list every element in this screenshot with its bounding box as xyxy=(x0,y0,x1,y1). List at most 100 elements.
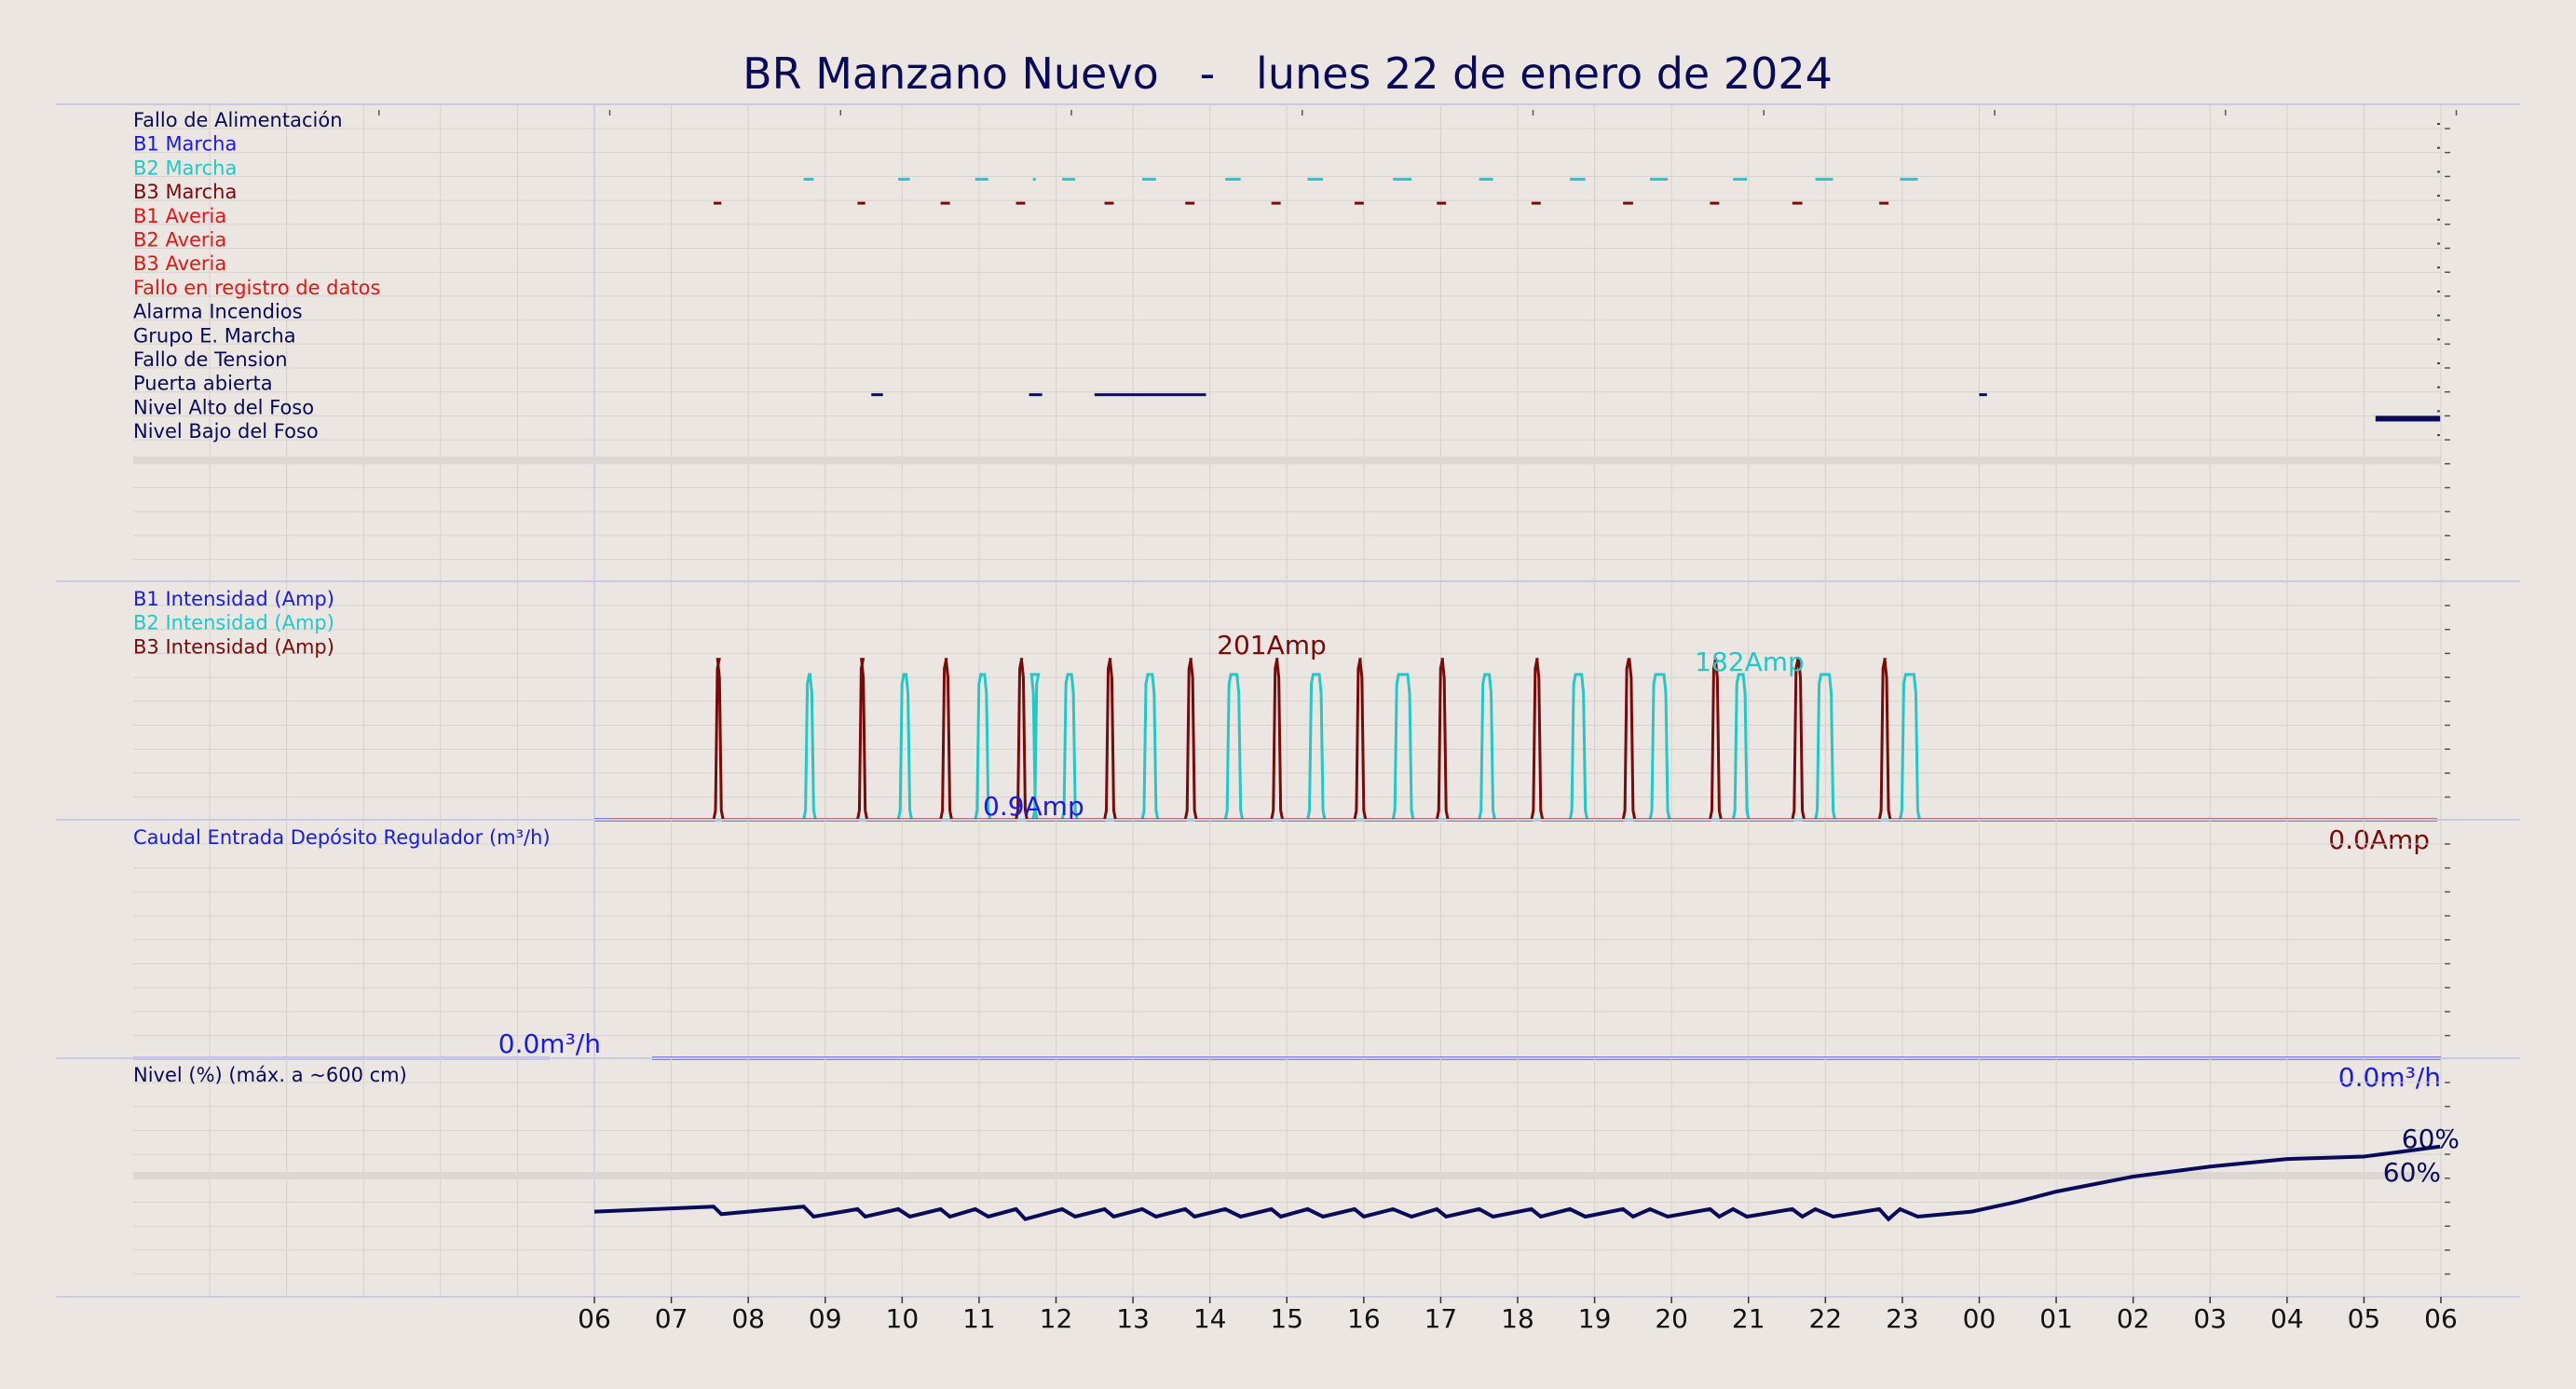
x-tick-label: 01 xyxy=(2039,1303,2073,1334)
signal-tick xyxy=(2437,386,2440,388)
x-tick-label: 19 xyxy=(1578,1303,1612,1334)
signal-segment xyxy=(1029,393,1043,397)
x-tick-label: 07 xyxy=(655,1303,688,1334)
signal-segment xyxy=(871,393,883,397)
signal-segment xyxy=(2375,415,2441,422)
level-end-label: 60% xyxy=(2383,1157,2441,1188)
x-tick-label: 12 xyxy=(1040,1303,1073,1334)
signal-segment xyxy=(1094,393,1206,397)
panel-inflow: Caudal Entrada Depósito Regulador (m³/h)… xyxy=(56,819,2520,1093)
signal-segment xyxy=(1733,177,1748,181)
chart-title: BR Manzano Nuevo - lunes 22 de enero de … xyxy=(743,48,1833,99)
signal-label: Alarma Incendios xyxy=(133,301,303,323)
signal-label: B1 Marcha xyxy=(133,133,237,156)
signal-segment xyxy=(1531,201,1541,205)
inflow-legend-label: Caudal Entrada Depósito Regulador (m³/h) xyxy=(133,826,551,849)
x-tick-label: 17 xyxy=(1424,1303,1458,1334)
signal-tick xyxy=(2437,362,2440,364)
x-tick-label: 08 xyxy=(731,1303,765,1334)
signal-tick xyxy=(2437,338,2440,341)
x-tick-label: 23 xyxy=(1886,1303,1919,1334)
signal-tick xyxy=(2437,410,2440,413)
x-tick-label: 20 xyxy=(1655,1303,1688,1334)
signal-tick xyxy=(2437,266,2440,269)
signal-segment xyxy=(1623,201,1633,205)
signal-label: Fallo de Tension xyxy=(133,348,288,371)
x-tick-label: 22 xyxy=(1809,1303,1843,1334)
panel-pump-current: B1 Intensidad (Amp)B2 Intensidad (Amp)B3… xyxy=(56,580,2520,855)
signal-tick xyxy=(2437,195,2440,197)
signal-label: Grupo E. Marcha xyxy=(133,324,296,347)
level-legend-label: Nivel (%) (máx. a ~600 cm) xyxy=(133,1064,407,1086)
signal-segment xyxy=(1979,393,1987,397)
b3-end-label: 0.0Amp xyxy=(2328,824,2430,855)
signal-segment xyxy=(1225,177,1241,181)
signal-segment xyxy=(1879,201,1889,205)
signal-segment xyxy=(1062,177,1076,181)
signal-tick xyxy=(2437,290,2440,293)
signal-segment xyxy=(1570,177,1586,181)
signal-tick xyxy=(2437,314,2440,317)
signal-label: B3 Averia xyxy=(133,252,226,275)
signal-segment xyxy=(1307,177,1324,181)
signal-segment xyxy=(898,177,910,181)
level-series-line xyxy=(593,1144,2441,1222)
signal-label: B3 Marcha xyxy=(133,181,237,203)
signal-tick xyxy=(2437,242,2440,245)
signal-segment xyxy=(1015,201,1026,205)
series-legend-label: B1 Intensidad (Amp) xyxy=(133,588,334,610)
signal-segment xyxy=(1354,201,1364,205)
signal-segment xyxy=(1185,201,1195,205)
b2-max-label: 182Amp xyxy=(1695,647,1805,677)
x-tick-label: 21 xyxy=(1732,1303,1765,1334)
signal-segment xyxy=(1437,201,1447,205)
signal-segment xyxy=(1271,201,1281,205)
signal-tick xyxy=(2437,123,2440,125)
x-tick-label: 00 xyxy=(1963,1303,1997,1334)
signal-label: Fallo de Alimentación xyxy=(133,109,343,131)
signal-label: Fallo en registro de datos xyxy=(133,277,380,299)
x-tick-label: 05 xyxy=(2348,1303,2381,1334)
b1-max-label: 0.9Amp xyxy=(983,791,1084,822)
signal-segment xyxy=(857,201,865,205)
signal-segment xyxy=(1032,177,1036,181)
series-legend-label: B3 Intensidad (Amp) xyxy=(133,635,334,658)
signal-segment xyxy=(940,201,950,205)
x-tick-label: 03 xyxy=(2193,1303,2227,1334)
signal-label: B2 Marcha xyxy=(133,157,237,179)
signal-segment xyxy=(714,201,722,205)
x-tick-label: 11 xyxy=(962,1303,996,1334)
signal-segment xyxy=(1393,177,1412,181)
x-tick-label: 02 xyxy=(2117,1303,2150,1334)
inflow-start-label: 0.0m³/h xyxy=(498,1028,601,1059)
x-tick-label: 06 xyxy=(2424,1303,2458,1334)
signal-segment xyxy=(1710,201,1720,205)
signal-label: B2 Averia xyxy=(133,229,226,252)
series-legend-label: B2 Intensidad (Amp) xyxy=(133,612,334,634)
x-tick-label: 09 xyxy=(809,1303,842,1334)
x-tick-label: 16 xyxy=(1347,1303,1381,1334)
signal-tick xyxy=(2437,434,2440,437)
x-tick-label: 15 xyxy=(1270,1303,1303,1334)
signal-segment xyxy=(1104,201,1114,205)
level-max-label: 60% xyxy=(2402,1123,2460,1154)
signal-segment xyxy=(1650,177,1669,181)
current-series-line xyxy=(606,673,2437,822)
inflow-end-label: 0.0m³/h xyxy=(2338,1062,2441,1093)
signal-segment xyxy=(975,177,988,181)
signal-segment xyxy=(1815,177,1833,181)
signal-segment xyxy=(1141,177,1156,181)
x-tick-label: 04 xyxy=(2270,1303,2304,1334)
signal-tick xyxy=(2437,218,2440,221)
signal-segment xyxy=(803,177,814,181)
x-tick-label: 13 xyxy=(1116,1303,1150,1334)
signal-segment xyxy=(1479,177,1493,181)
x-axis: 06 07 08 09 10 11 12 13 14 15 16 17 18 19 20 21 22 23 00 01… xyxy=(578,1297,2458,1334)
signal-segment xyxy=(1792,201,1803,205)
x-tick-label: 06 xyxy=(578,1303,611,1334)
signal-label: Nivel Alto del Foso xyxy=(133,396,314,418)
signal-label: B1 Averia xyxy=(133,205,226,227)
